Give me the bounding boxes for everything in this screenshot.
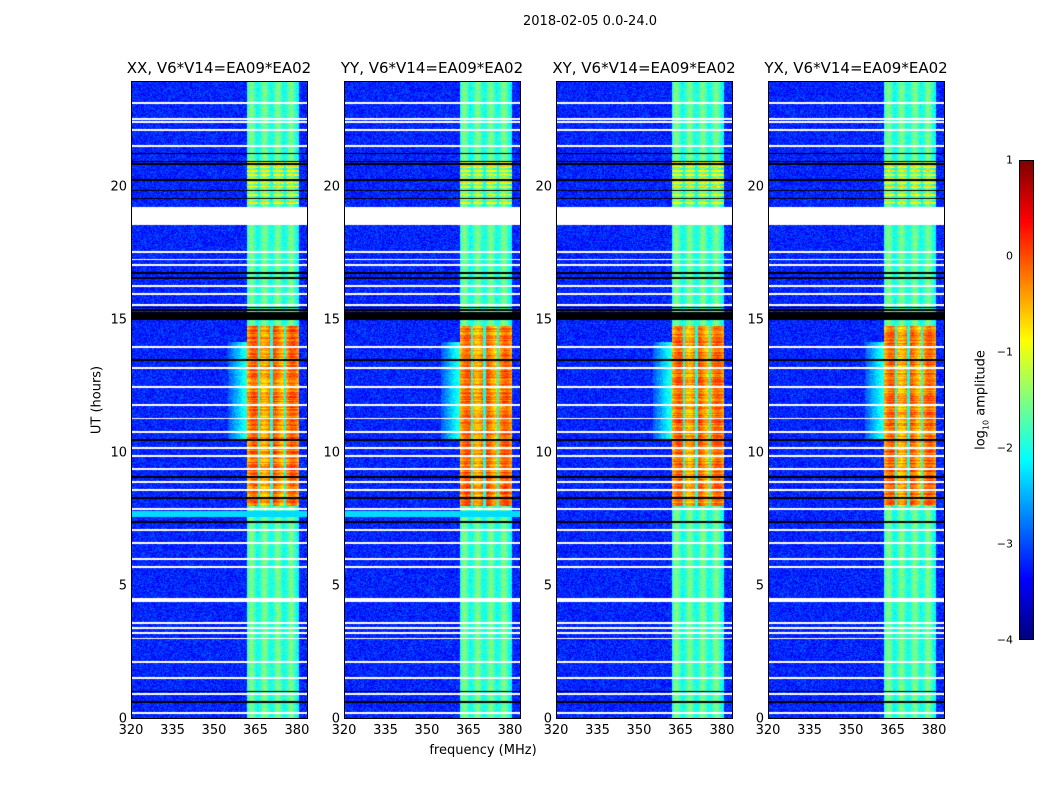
x-tick-label: 335 — [160, 723, 185, 738]
y-tick-label: 0 — [755, 711, 764, 727]
panel-title: XY, V6*V14=EA09*EA02 — [552, 59, 736, 77]
colorbar-label: log10 amplitude — [973, 350, 991, 450]
spectrogram-heatmap — [345, 82, 520, 718]
y-tick-label: 5 — [118, 578, 127, 594]
y-tick-label: 5 — [331, 578, 340, 594]
spectrogram-heatmap — [557, 82, 732, 718]
x-tick-label: 320 — [543, 723, 569, 738]
figure-title: 2018-02-05 0.0-24.0 — [523, 14, 657, 29]
x-tick-label: 380 — [497, 723, 523, 738]
y-tick-label: 20 — [323, 179, 340, 195]
y-tick-label: 5 — [755, 578, 764, 594]
colorbar — [1019, 160, 1034, 640]
x-tick-label: 320 — [755, 723, 781, 738]
x-tick-label: 350 — [201, 723, 227, 738]
x-tick-label: 365 — [456, 723, 481, 738]
y-tick-label: 20 — [747, 179, 764, 195]
x-axis-label: frequency (MHz) — [429, 743, 537, 758]
y-tick-label: 15 — [747, 312, 764, 328]
y-tick-label: 20 — [535, 179, 552, 195]
y-tick-label: 0 — [543, 711, 552, 727]
x-tick-label: 380 — [921, 723, 947, 738]
x-tick-label: 380 — [709, 723, 735, 738]
x-tick-label: 335 — [797, 723, 822, 738]
x-tick-label: 350 — [838, 723, 864, 738]
spectrogram-panel — [131, 81, 308, 719]
x-tick-label: 335 — [585, 723, 610, 738]
panel-title: XX, V6*V14=EA09*EA02 — [126, 59, 312, 77]
y-tick-label: 15 — [535, 312, 552, 328]
x-tick-label: 320 — [118, 723, 144, 738]
x-tick-label: 320 — [331, 723, 357, 738]
colorbar-tick-label: 0 — [1006, 249, 1013, 263]
x-tick-label: 365 — [880, 723, 905, 738]
x-tick-label: 350 — [414, 723, 440, 738]
x-tick-label: 380 — [284, 723, 310, 738]
y-tick-label: 15 — [323, 312, 340, 328]
y-tick-label: 5 — [543, 578, 552, 594]
x-tick-label: 335 — [373, 723, 398, 738]
y-tick-label: 10 — [535, 445, 552, 461]
y-tick-label: 0 — [118, 711, 127, 727]
spectrogram-heatmap — [769, 82, 944, 718]
y-tick-label: 20 — [110, 179, 127, 195]
y-tick-label: 10 — [110, 445, 127, 461]
y-tick-label: 15 — [110, 312, 127, 328]
y-tick-label: 10 — [747, 445, 764, 461]
colorbar-tick-label: −2 — [996, 441, 1013, 455]
spectrogram-panel — [344, 81, 521, 719]
panel-title: YY, V6*V14=EA09*EA02 — [340, 59, 524, 77]
x-tick-label: 365 — [668, 723, 693, 738]
colorbar-tick-label: −3 — [996, 537, 1013, 551]
x-tick-label: 350 — [626, 723, 652, 738]
colorbar-tick-label: 1 — [1006, 153, 1013, 167]
spectrogram-panel — [556, 81, 733, 719]
panel-title: YX, V6*V14=EA09*EA02 — [764, 59, 948, 77]
y-axis-label: UT (hours) — [89, 365, 105, 435]
spectrogram-panel — [768, 81, 945, 719]
y-tick-label: 10 — [323, 445, 340, 461]
x-tick-label: 365 — [243, 723, 268, 738]
colorbar-tick-label: −1 — [996, 345, 1013, 359]
colorbar-tick-label: −4 — [996, 633, 1013, 647]
y-tick-label: 0 — [331, 711, 340, 727]
spectrogram-heatmap — [132, 82, 307, 718]
